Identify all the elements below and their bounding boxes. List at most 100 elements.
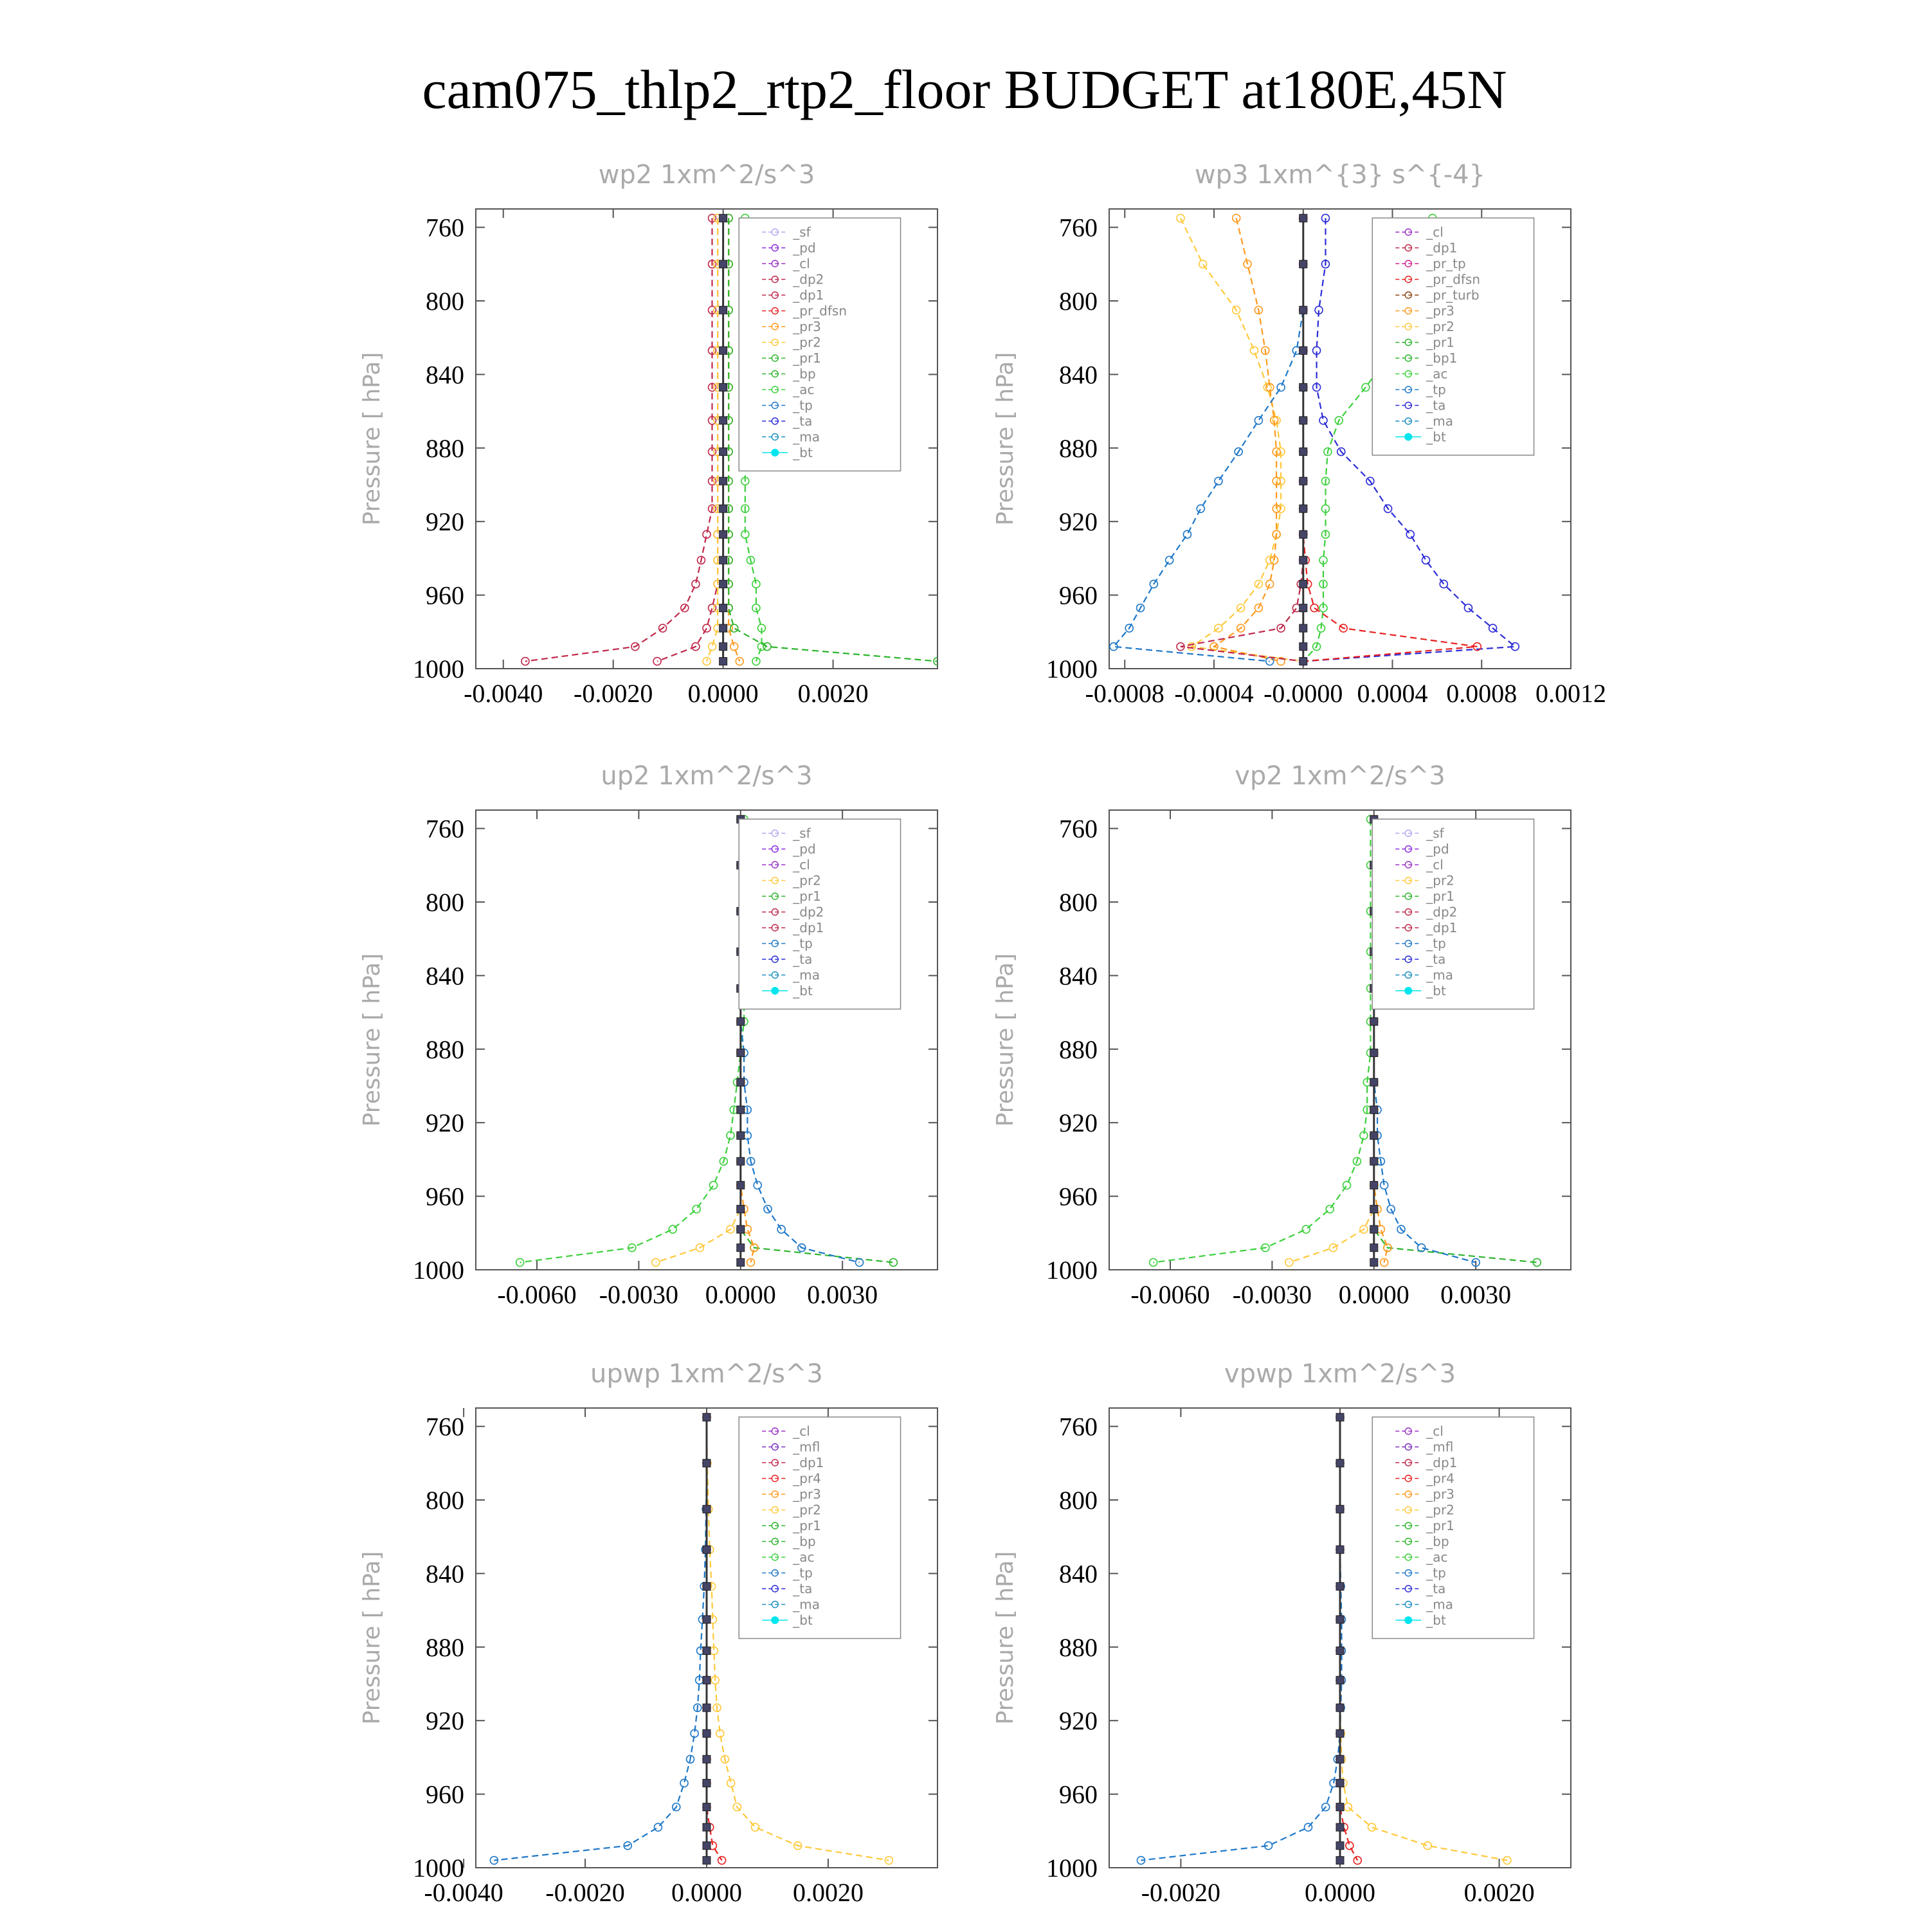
series-point-bt	[719, 579, 728, 588]
y-tick-label: 800	[426, 287, 464, 316]
series-line-dp1	[1153, 819, 1372, 1263]
y-tick-label: 880	[426, 1035, 464, 1064]
series-point-bt	[736, 1180, 745, 1189]
series-point-bt	[1336, 1413, 1345, 1422]
y-tick-label: 880	[426, 1633, 464, 1662]
series-point-ac	[1319, 603, 1328, 613]
y-tick-label: 840	[1059, 360, 1098, 389]
legend-label: _bt	[792, 983, 813, 998]
series-point-bt	[1299, 260, 1308, 269]
y-tick-label: 880	[1059, 1633, 1098, 1662]
legend-marker	[1404, 845, 1412, 853]
y-tick-label: 800	[426, 888, 464, 917]
series-point-dp1	[1342, 1180, 1352, 1190]
series-point-bt	[702, 1803, 711, 1812]
legend-label: _pr_dfsn	[1426, 272, 1480, 287]
legend-marker	[1404, 876, 1412, 885]
series-point-dp1	[1301, 1225, 1311, 1234]
legend-marker	[1404, 1600, 1412, 1609]
y-tick-label: 840	[1059, 1559, 1098, 1588]
series-point-tp	[1214, 476, 1223, 486]
series-point-bt	[1299, 346, 1308, 355]
series-line-tp	[494, 1417, 708, 1861]
legend-marker	[771, 924, 779, 932]
series-point-pr1	[1214, 624, 1223, 633]
series-point-bt	[702, 1615, 711, 1624]
series-point-bt	[1299, 555, 1308, 564]
y-tick-label: 1000	[413, 655, 464, 683]
legend-marker	[1404, 829, 1412, 837]
legend-marker	[1404, 1569, 1412, 1577]
series-point-tp	[1471, 1258, 1480, 1267]
legend-label: _ma	[1426, 1597, 1453, 1612]
series-point-bt	[1370, 1078, 1379, 1087]
series-point-bt	[702, 1413, 711, 1422]
series-point-pr2	[1276, 656, 1285, 666]
x-tick-label: 0.0012	[1535, 679, 1606, 708]
legend-label: _ta	[1426, 398, 1445, 413]
series-point-dp1	[719, 1157, 729, 1166]
series-group	[1136, 1413, 1512, 1865]
panel-title: wp2 1xm^2/s^3	[599, 160, 815, 190]
y-tick-label: 960	[1059, 1780, 1098, 1809]
y-tick-label: 920	[1059, 507, 1098, 536]
series-point-tp	[797, 1243, 806, 1252]
legend-label: _pr2	[792, 873, 821, 889]
legend-marker	[1404, 971, 1412, 979]
series-point-ac	[1312, 642, 1321, 651]
legend-label: _pr1	[792, 1518, 821, 1533]
series-point-dp2	[702, 624, 711, 633]
series-point-pr2	[702, 656, 711, 666]
series-point-bt	[702, 1778, 711, 1787]
legend-label: _pr_tp	[1426, 256, 1465, 271]
x-tick-label: -0.0000	[1263, 679, 1343, 708]
legend-marker	[1404, 1443, 1412, 1451]
series-point-tp	[1265, 656, 1274, 666]
series-point-pr1	[1236, 603, 1245, 613]
series-point-ta	[1312, 383, 1321, 392]
series-point-ac	[741, 504, 750, 513]
legend-label: _bt	[792, 1612, 813, 1628]
series-point-dp1	[1148, 1258, 1158, 1267]
y-tick-label: 960	[426, 581, 464, 610]
series-point-bp	[933, 656, 937, 666]
series-point-dp1	[515, 1258, 525, 1267]
y-tick-label: 1000	[1046, 655, 1098, 683]
legend-label: _tp	[1426, 382, 1446, 397]
series-point-bt	[1299, 447, 1308, 456]
y-tick-label: 760	[1059, 1413, 1098, 1441]
series-point-bt	[719, 447, 728, 456]
legend-marker	[1404, 433, 1413, 441]
legend-marker	[1404, 370, 1412, 378]
y-tick-label: 800	[426, 1486, 464, 1515]
legend-label: _ac	[792, 382, 814, 397]
series-point-tp	[1417, 1243, 1426, 1252]
series-point-bt	[702, 1755, 711, 1764]
legend-marker	[771, 892, 779, 900]
legend-label: _dp1	[1426, 240, 1457, 256]
series-point-tp	[1196, 504, 1206, 513]
series-point-bt	[1336, 1459, 1345, 1468]
chart-panel-6: vpwp 1xm^2/s^3 Pressure [ hPa] 760 800 840 88…	[992, 1359, 1571, 1907]
series-line-pr1	[1180, 217, 1303, 662]
series-point-dp2	[1532, 1258, 1542, 1267]
series-point-tp	[1136, 603, 1145, 613]
series-point-ta	[1312, 346, 1321, 356]
legend-label: _pr2	[792, 335, 821, 350]
series-point-dp2	[707, 603, 717, 613]
legend-label: _pr2	[1426, 1503, 1454, 1518]
x-tick-label: 0.0030	[1440, 1280, 1511, 1309]
series-point-tp	[653, 1823, 663, 1832]
legend-marker	[771, 275, 779, 284]
series-point-dp1	[707, 213, 717, 223]
series-point-bt	[719, 305, 728, 314]
legend-marker	[771, 323, 779, 330]
legend-marker	[1404, 1506, 1412, 1514]
legend-marker	[771, 1600, 779, 1609]
legend-label: _pr2	[1426, 873, 1454, 889]
series-point-ta	[1463, 603, 1473, 613]
legend-label: _ma	[1426, 968, 1453, 983]
legend-box	[1372, 818, 1535, 1010]
series-point-bt	[1299, 213, 1308, 222]
series-point-bt	[702, 1459, 711, 1468]
